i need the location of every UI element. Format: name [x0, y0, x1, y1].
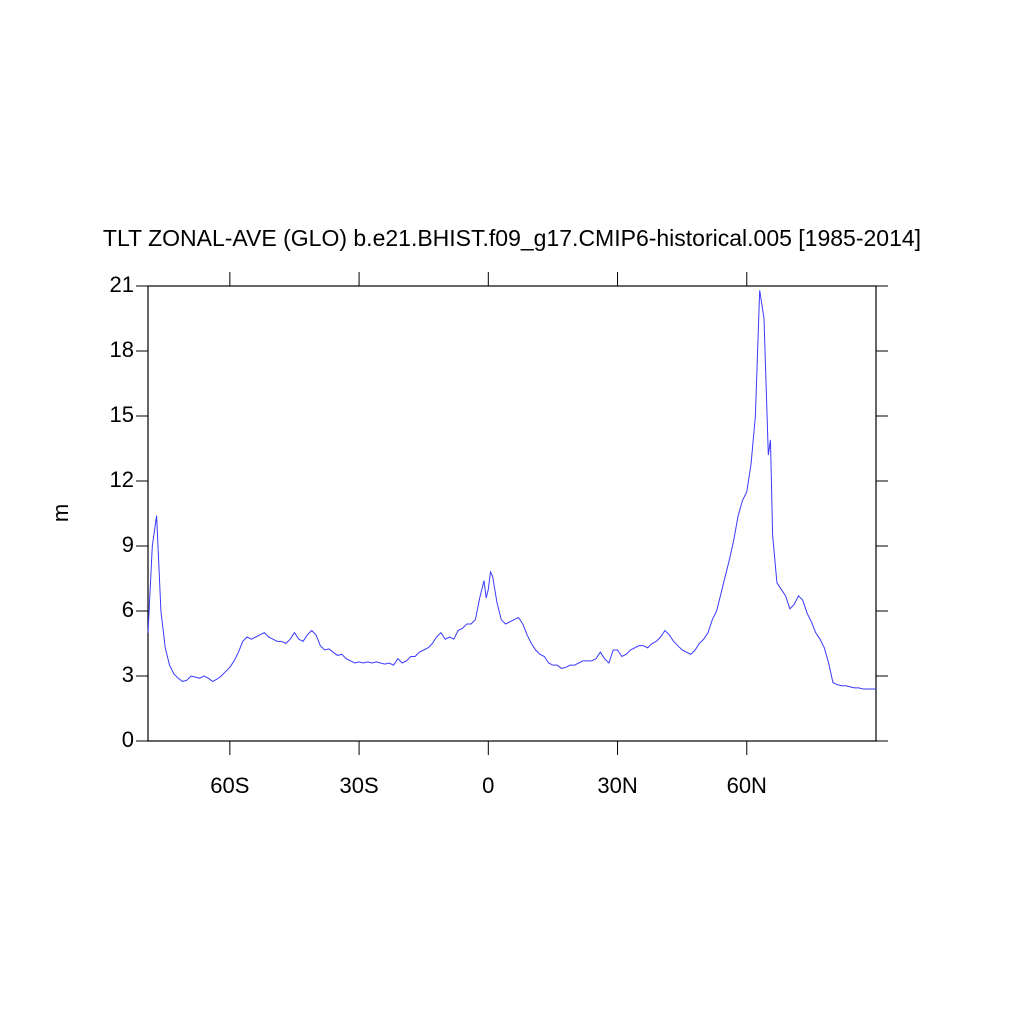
y-tick-label: 6	[122, 597, 134, 622]
y-tick-label: 21	[110, 272, 134, 297]
x-tick-label: 30N	[597, 773, 637, 798]
plot-frame	[147, 285, 877, 742]
chart-title: TLT ZONAL-AVE (GLO) b.e21.BHIST.f09_g17.…	[103, 225, 921, 251]
y-tick-label: 12	[110, 467, 134, 492]
x-tick-label: 60S	[210, 773, 249, 798]
y-tick-label: 0	[122, 727, 134, 752]
y-axis-label: m	[48, 504, 73, 522]
data-line	[147, 290, 876, 690]
x-tick-label: 30S	[339, 773, 378, 798]
y-tick-label: 15	[110, 402, 134, 427]
x-tick-label: 60N	[727, 773, 767, 798]
x-tick-label: 0	[482, 773, 494, 798]
y-tick-label: 9	[122, 532, 134, 557]
y-tick-label: 18	[110, 337, 134, 362]
y-tick-label: 3	[122, 662, 134, 687]
